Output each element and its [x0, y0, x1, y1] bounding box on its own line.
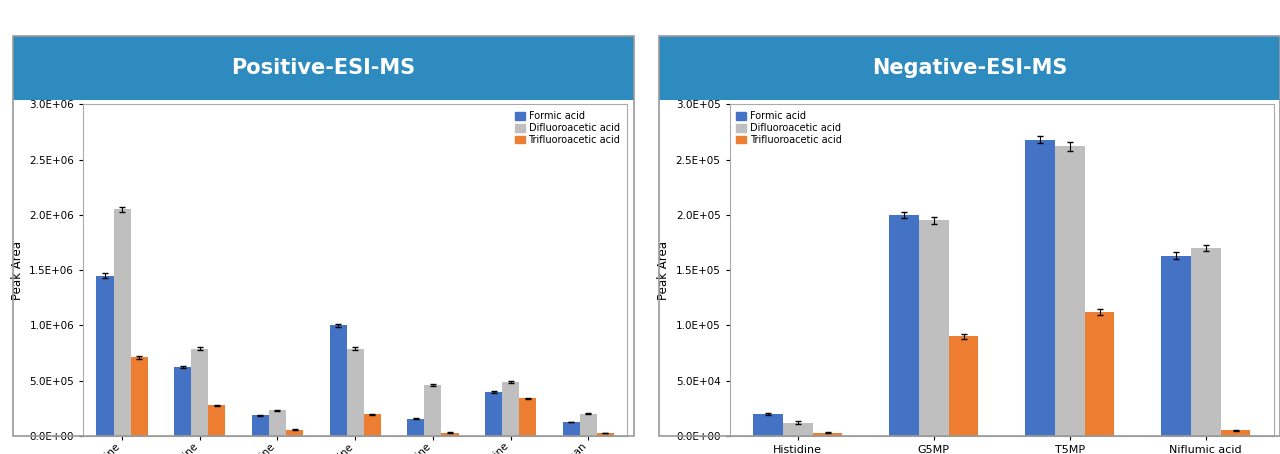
Bar [1025, 140, 1055, 436]
Y-axis label: Peak Area: Peak Area [657, 241, 671, 300]
Bar [782, 423, 813, 436]
Bar [1221, 430, 1251, 436]
Bar [596, 433, 614, 436]
Bar [520, 398, 536, 436]
Bar [753, 414, 782, 436]
Y-axis label: Peak Area: Peak Area [10, 241, 24, 300]
Bar [502, 382, 520, 436]
Legend: Formic acid, Difluoroacetic acid, Trifluoroacetic acid: Formic acid, Difluoroacetic acid, Triflu… [735, 109, 844, 147]
Bar [1161, 256, 1190, 436]
Bar [285, 430, 303, 436]
Bar [347, 349, 364, 436]
Bar [888, 215, 919, 436]
Bar [580, 414, 596, 436]
Bar [948, 336, 978, 436]
Bar [96, 276, 114, 436]
Bar [919, 221, 948, 436]
Bar [563, 422, 580, 436]
Legend: Formic acid, Difluoroacetic acid, Trifluoroacetic acid: Formic acid, Difluoroacetic acid, Triflu… [513, 109, 622, 147]
Bar [209, 405, 225, 436]
Bar [252, 415, 269, 436]
Bar [485, 392, 502, 436]
Bar [114, 209, 131, 436]
Bar [364, 415, 381, 436]
Bar [329, 326, 347, 436]
Text: Positive-ESI-MS: Positive-ESI-MS [232, 58, 415, 78]
Bar [813, 433, 842, 436]
Bar [269, 410, 285, 436]
Bar [425, 385, 442, 436]
Bar [1190, 248, 1221, 436]
Bar [1055, 146, 1084, 436]
Bar [191, 349, 209, 436]
Bar [131, 357, 147, 436]
Bar [442, 433, 458, 436]
Bar [407, 419, 425, 436]
Bar [1084, 312, 1115, 436]
Text: Negative-ESI-MS: Negative-ESI-MS [872, 58, 1068, 78]
Bar [174, 367, 191, 436]
